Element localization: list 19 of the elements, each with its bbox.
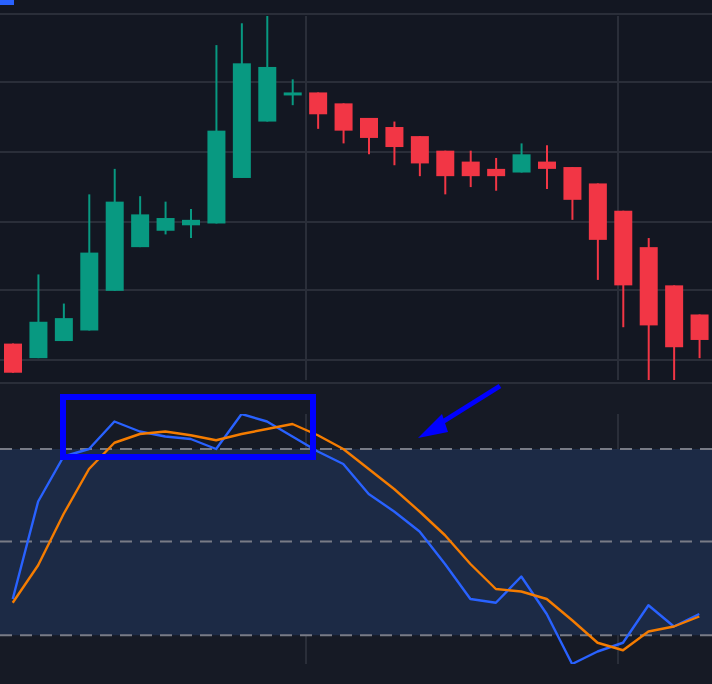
candlestick [563,166,582,221]
candlestick [385,120,404,167]
candlestick [512,142,531,174]
candlestick [538,144,556,190]
candlestick [487,156,506,192]
candlestick [54,302,73,343]
candlestick [309,91,328,130]
candlestick [410,135,429,178]
candlestick [156,200,175,236]
candlestick [690,313,709,360]
candlestick [283,78,302,107]
candlestick [461,149,480,189]
candlestick [360,116,378,156]
candlestick [182,207,200,240]
candlestick [436,149,455,196]
candlestick [131,195,150,249]
candlestick [334,102,353,145]
candlestick [29,273,48,360]
candlestick [4,342,22,374]
